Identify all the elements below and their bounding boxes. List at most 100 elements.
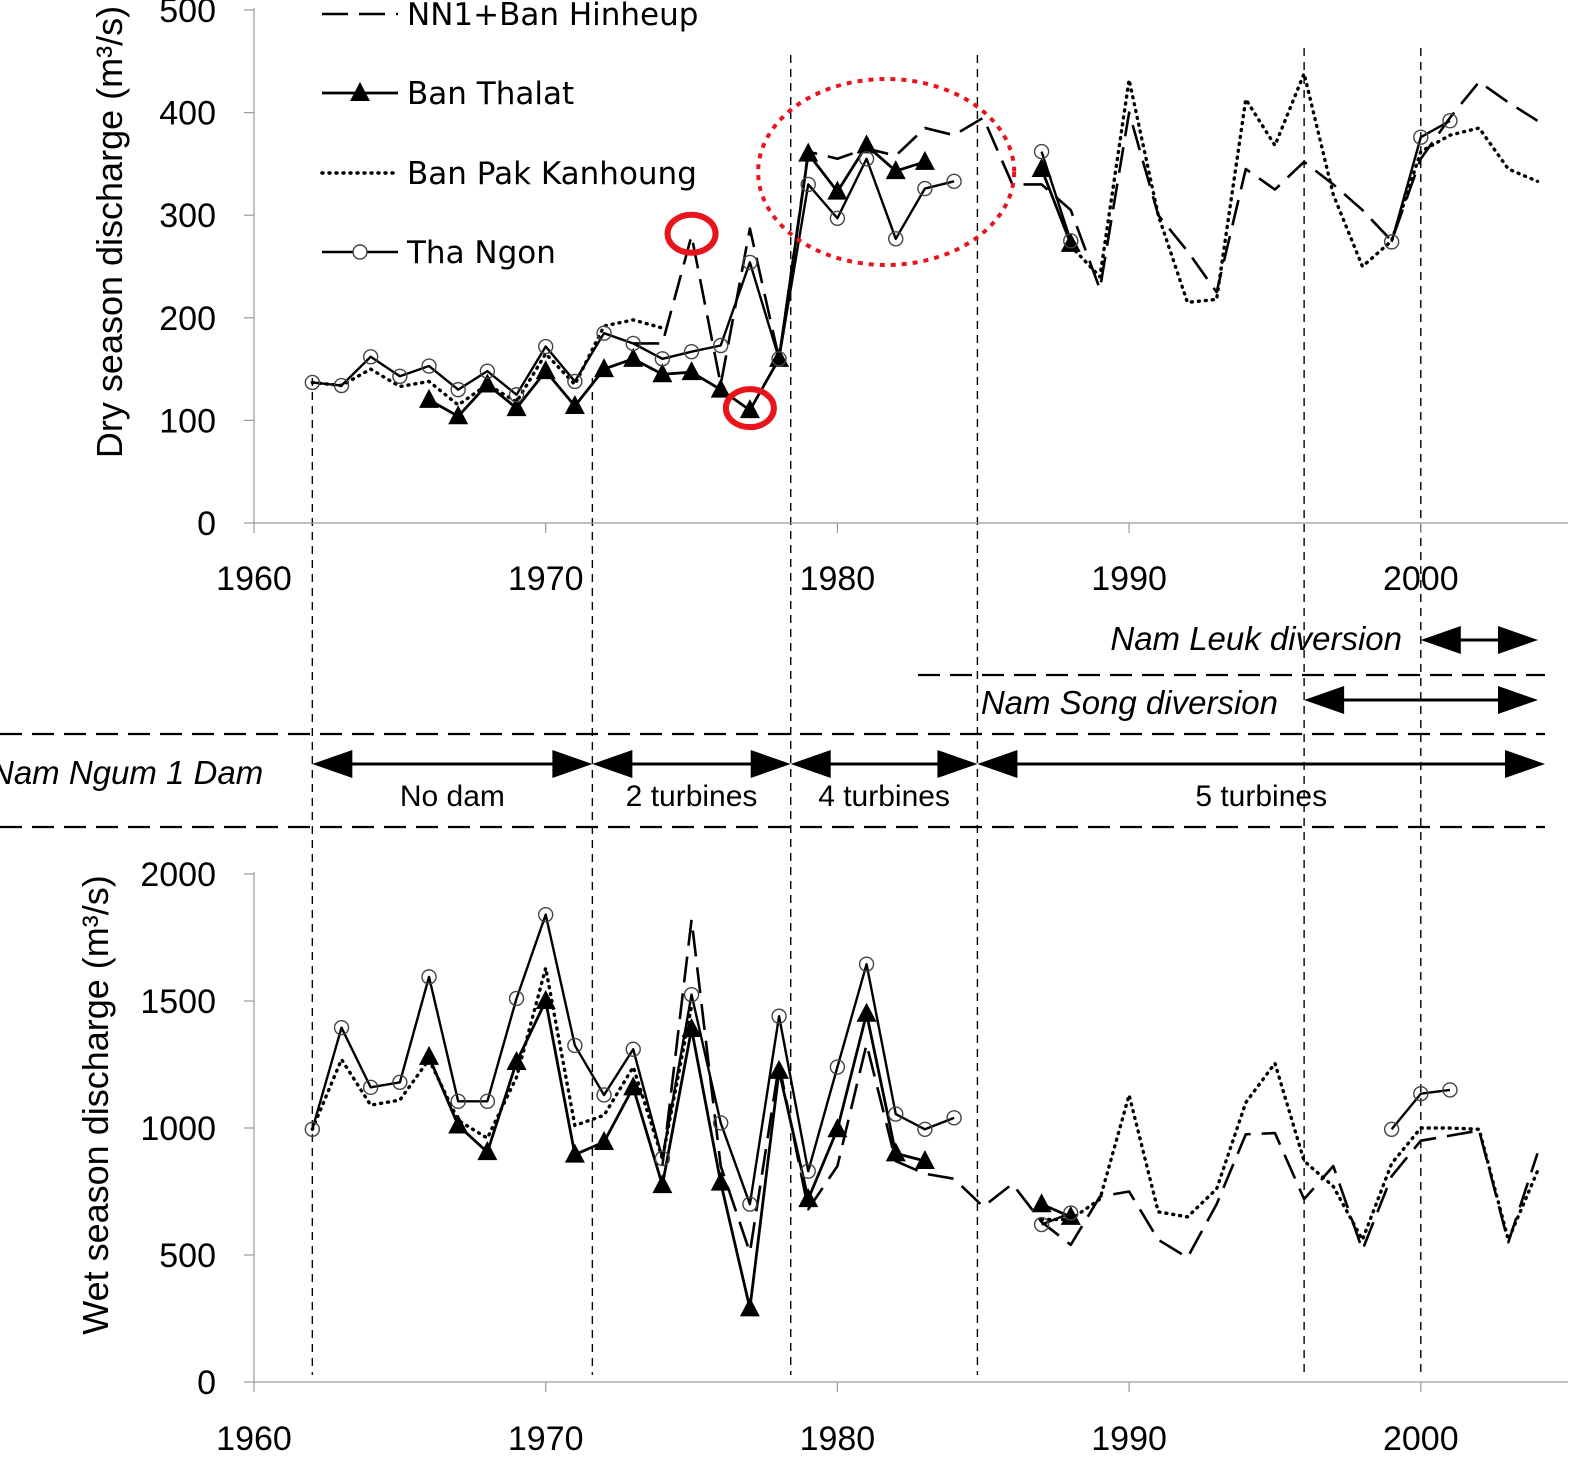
period-annotations: Nam Leuk diversion Nam Song diversion Nam …: [0, 620, 1545, 829]
triangle-marker: [535, 360, 556, 380]
nam-leuk-label: Nam Leuk diversion: [1110, 620, 1402, 657]
triangle-marker: [477, 1141, 498, 1161]
triangle-marker: [914, 150, 935, 170]
series-tha-ngon: [304, 906, 1458, 1233]
circle-marker: [625, 1041, 641, 1057]
nam-leuk-arrow-head-left: [1420, 626, 1461, 654]
legend-label: Ban Pak Kanhoung: [407, 156, 697, 192]
phase-arrow-head-right: [750, 750, 791, 778]
triangle-marker: [710, 378, 731, 398]
series-nn1-ban-hinheup: [661, 918, 1539, 1259]
series-line: [1040, 168, 1073, 245]
triangle-marker: [739, 1297, 760, 1317]
circle-marker: [1442, 1082, 1458, 1098]
triangle-marker: [623, 1076, 644, 1096]
circle-marker: [888, 1106, 904, 1122]
y-tick-label: 1500: [140, 983, 216, 1021]
circle-marker: [450, 1093, 466, 1110]
phase-label: No dam: [400, 780, 505, 813]
triangle-marker: [448, 1114, 469, 1134]
series-line: [310, 966, 694, 1161]
phase-label: 5 turbines: [1195, 780, 1327, 813]
circle-marker: [362, 1079, 379, 1096]
legend-item: Ban Pak Kanhoung: [320, 156, 697, 192]
x-tick-label: 1990: [1091, 560, 1167, 598]
circle-marker: [392, 368, 408, 384]
highlight-circle: [664, 211, 719, 256]
circle-marker: [946, 1110, 962, 1126]
y-tick-label: 400: [159, 95, 216, 133]
nam-song-arrow-head-right: [1498, 686, 1538, 714]
circle-marker: [917, 1121, 933, 1137]
circle-marker: [1033, 143, 1050, 160]
circle-marker: [333, 1019, 350, 1036]
circle-marker: [1033, 1216, 1050, 1233]
triangle-marker: [1060, 232, 1081, 252]
circle-marker: [567, 373, 583, 390]
circle-marker: [888, 231, 904, 247]
circle-marker: [596, 1087, 612, 1103]
phase-arrow-head-left: [790, 750, 831, 778]
circle-marker: [421, 969, 437, 985]
series-line: [1040, 151, 1072, 242]
series-line: [633, 80, 1539, 386]
triangle-marker: [798, 142, 819, 162]
phase-label: 2 turbines: [626, 780, 758, 813]
x-tick-label: 1980: [800, 560, 876, 598]
circle-marker: [713, 1115, 729, 1131]
circle-marker: [304, 1121, 321, 1137]
y-tick-label: 1000: [140, 1110, 216, 1148]
circle-marker: [304, 374, 321, 391]
x-tick-label: 1990: [1091, 1420, 1167, 1458]
triangle-marker: [885, 1142, 906, 1162]
series-nn1-ban-hinheup: [633, 80, 1539, 386]
triangle-marker: [652, 363, 673, 383]
circle-marker: [479, 363, 496, 379]
circle-marker: [352, 244, 368, 260]
circle-marker: [450, 381, 466, 398]
circle-marker: [654, 1150, 671, 1167]
legend-item: NN1+Ban Hinheup: [322, 0, 698, 33]
triangle-marker: [885, 160, 906, 180]
y-tick-label: 200: [159, 300, 216, 338]
circle-marker: [800, 176, 816, 193]
dam-label: Nam Ngum 1 Dam: [0, 754, 263, 791]
nam-song-label: Nam Song diversion: [981, 684, 1278, 721]
circle-marker: [538, 338, 554, 355]
triangle-marker: [798, 1188, 819, 1208]
series-line: [427, 999, 926, 1310]
circle-marker: [333, 377, 350, 394]
x-tick-label: 2000: [1383, 1420, 1459, 1458]
circle-marker: [1442, 113, 1458, 129]
triangle-marker: [681, 1017, 702, 1037]
circle-marker: [538, 906, 554, 923]
circle-marker: [421, 358, 437, 374]
triangle-marker: [769, 1059, 790, 1079]
y-tick-label: 2000: [140, 856, 216, 894]
phase-arrow-head-left: [592, 750, 633, 778]
y-tick-label: 0: [197, 505, 216, 543]
triangle-marker: [1031, 158, 1052, 178]
circle-marker: [683, 986, 700, 1003]
triangle-marker: [448, 405, 469, 425]
phase-arrow-head-right: [1505, 750, 1545, 778]
circle-marker: [625, 335, 641, 352]
phase-label: 4 turbines: [818, 780, 950, 813]
legend-label: Ban Thalat: [407, 76, 574, 112]
triangle-marker: [506, 397, 527, 417]
wet-season-plot: 0 500 1000 1500 2000 1960 1970 1980 1990 2000 Wet …: [75, 856, 1568, 1458]
y-tick-label: 300: [159, 197, 216, 235]
series-line: [1039, 1061, 1540, 1242]
x-tick-label: 1960: [216, 1420, 292, 1458]
circle-marker: [713, 337, 729, 354]
triangle-marker: [535, 990, 556, 1009]
x-tick-label: 2000: [1383, 560, 1459, 598]
triangle-marker: [827, 180, 848, 200]
series-line: [661, 918, 1539, 1259]
circle-marker: [771, 351, 787, 367]
circle-marker: [946, 173, 962, 190]
triangle-marker: [594, 1130, 615, 1150]
series-line: [428, 144, 926, 418]
circle-marker: [479, 1093, 496, 1110]
x-tick-label: 1970: [508, 1420, 584, 1458]
